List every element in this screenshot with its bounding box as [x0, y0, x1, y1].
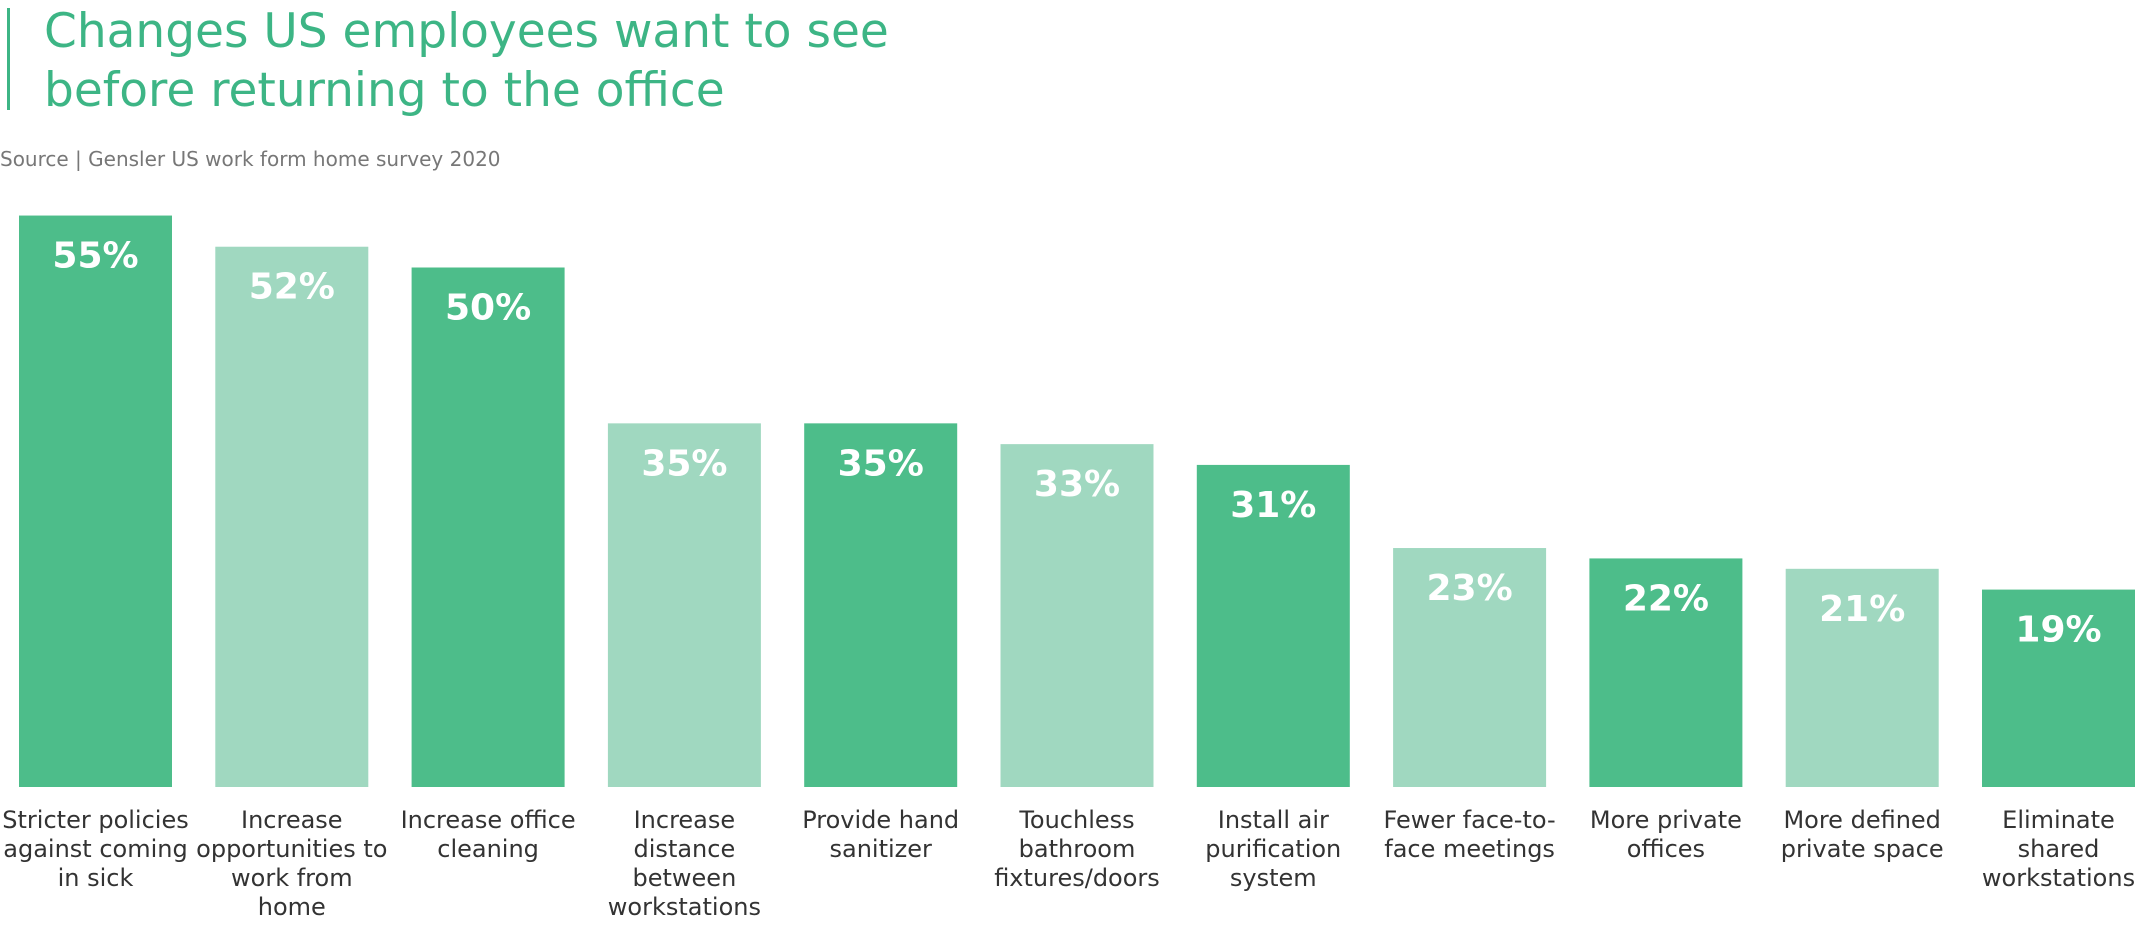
value-label: 21% — [1819, 589, 1905, 630]
value-label: 35% — [838, 443, 924, 484]
bar — [1393, 548, 1547, 787]
chart-title: Changes US employees want to see before … — [44, 4, 889, 118]
value-label: 22% — [1623, 578, 1709, 619]
value-label: 19% — [2015, 610, 2101, 651]
category-label: Fewer face-to-face meetings — [1383, 806, 1556, 863]
bar — [411, 267, 565, 787]
bar — [804, 423, 958, 787]
category-label: Provide hand sanitizer — [802, 806, 960, 863]
value-label: 50% — [445, 288, 531, 329]
title-accent — [7, 8, 10, 110]
value-label: 31% — [1230, 485, 1316, 526]
bar — [19, 215, 172, 788]
category-label: Stricter policies against coming in sick — [2, 806, 189, 892]
category-label: Increase opportunities to work from home — [196, 806, 388, 921]
value-label: 35% — [641, 443, 727, 484]
value-label: 55% — [52, 236, 138, 277]
bar — [1196, 464, 1350, 787]
category-label: Eliminate shared workstations — [1981, 806, 2136, 892]
category-label: Increase office cleaning — [400, 806, 576, 863]
value-label: 23% — [1427, 568, 1513, 609]
bar — [1000, 444, 1154, 787]
value-label: 33% — [1034, 464, 1120, 505]
bar — [1982, 589, 2135, 787]
category-label: More defined private space — [1780, 806, 1944, 863]
bar — [1785, 568, 1939, 787]
category-label: Touchless bathroom fixtures/doors — [994, 806, 1160, 892]
bar — [607, 423, 761, 787]
category-label: Install air purification system — [1205, 806, 1342, 892]
bar — [215, 246, 369, 788]
category-label: More private offices — [1589, 806, 1742, 863]
category-label: Increase distance between workstations — [607, 806, 761, 921]
value-label: 52% — [249, 267, 335, 308]
bar — [1589, 558, 1743, 787]
chart-subtitle: Source | Gensler US work form home surve… — [0, 147, 501, 171]
